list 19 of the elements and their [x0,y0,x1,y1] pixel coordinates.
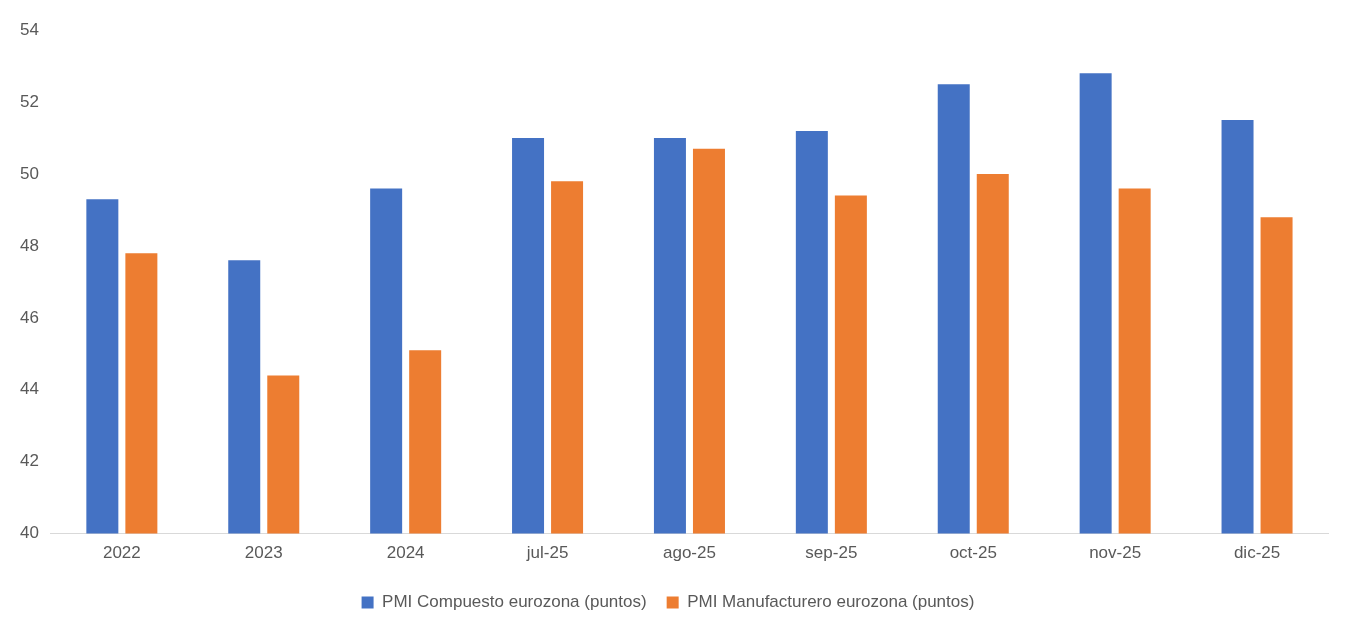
x-tick-label: dic-25 [1233,543,1281,563]
x-tick-label: ago-25 [662,543,716,563]
x-tick-label: 2024 [386,543,425,563]
y-tick-label: 46 [19,307,39,327]
y-tick-label: 52 [19,91,39,111]
x-tick-label: sep-25 [805,543,858,563]
y-tick-label: 44 [19,379,39,399]
x-tick-label: 2022 [102,543,141,563]
y-tick-label: 50 [19,163,39,183]
x-tick-label: 2023 [244,543,283,563]
x-tick-label: jul-25 [525,543,569,563]
legend-label: PMI Compuesto eurozona (puntos) [382,592,647,612]
legend-label: PMI Manufacturero eurozona (puntos) [687,592,975,612]
y-tick-label: 40 [19,523,39,543]
x-tick-label: oct-25 [949,543,997,563]
x-tick-label: nov-25 [1089,543,1142,563]
y-tick-label: 54 [19,19,39,39]
y-tick-label: 48 [19,235,39,255]
y-tick-label: 42 [19,451,39,471]
